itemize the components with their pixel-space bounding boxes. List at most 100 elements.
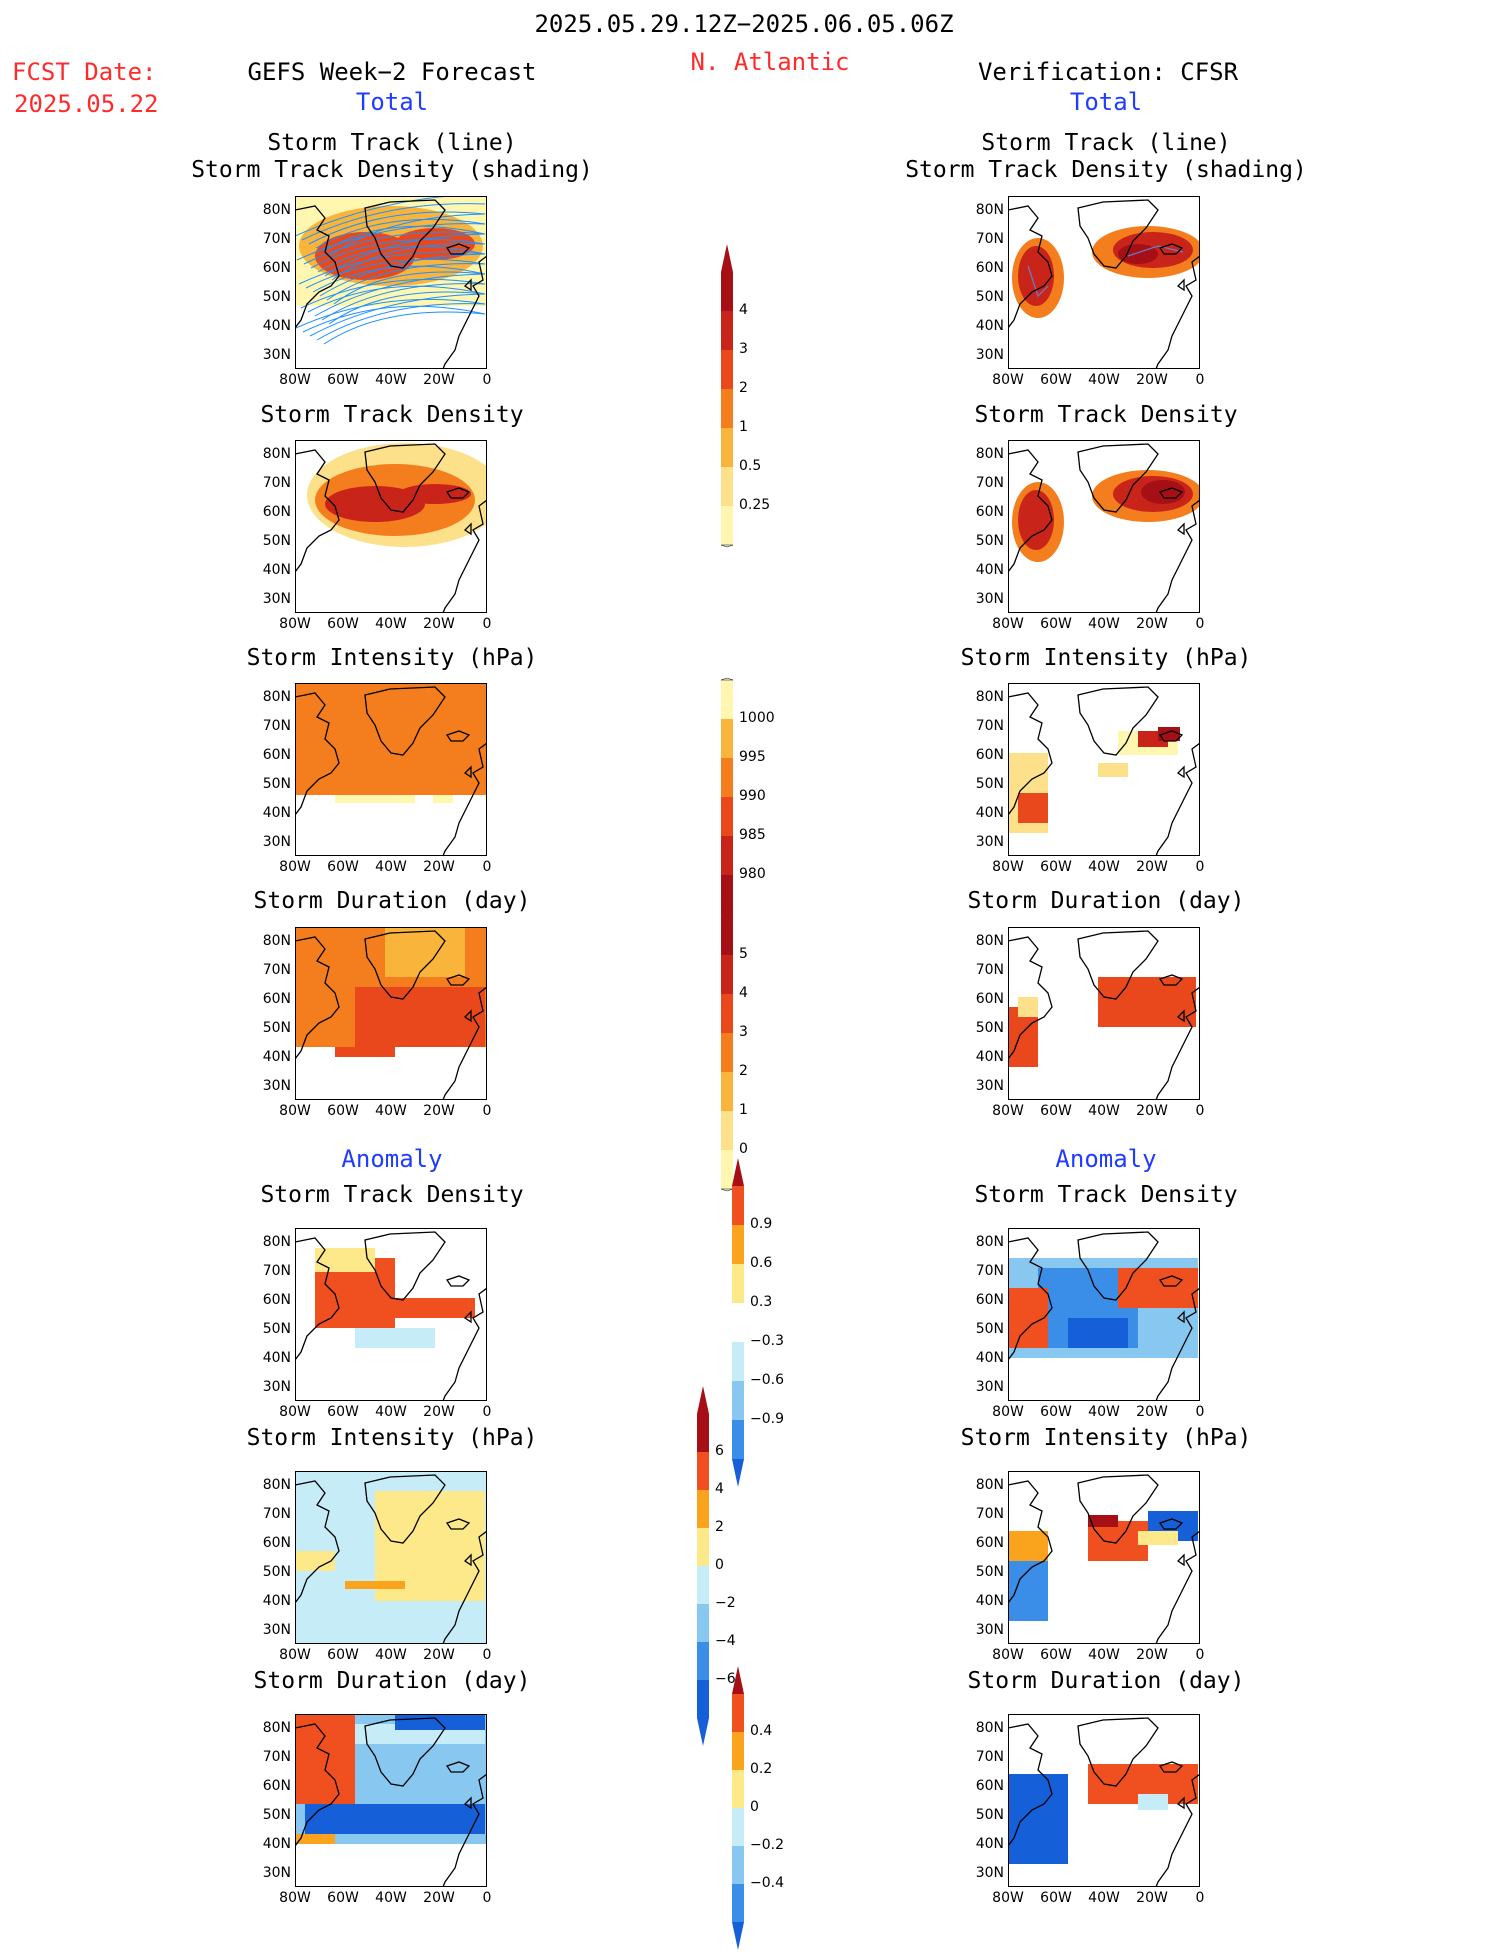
lat-tick-label: 80N [262, 1234, 291, 1250]
lat-tick-label: 70N [262, 1263, 291, 1279]
shading-cell [295, 1834, 335, 1844]
lat-tick-label: 30N [262, 1622, 291, 1638]
title-track-line-right: Storm Track (line) [981, 130, 1231, 156]
colorbar-top-arrow [697, 1386, 709, 1414]
lon-tick-label: 20W [1136, 1647, 1168, 1663]
title-anom-intensity-left: Storm Intensity (hPa) [246, 1425, 538, 1451]
shading-cell [295, 1714, 355, 1804]
coastline [295, 1474, 487, 1644]
lat-tick-label: 60N [262, 504, 291, 520]
map-canvas [295, 440, 487, 613]
colorbar-swatch [721, 758, 733, 797]
map-frame [295, 440, 487, 613]
shading-region [1018, 246, 1054, 306]
title-duration-right: Storm Duration (day) [967, 888, 1245, 914]
colorbar-swatch [732, 1420, 744, 1459]
duration-anom-colorbar-label: 0.2 [750, 1761, 773, 1777]
map-panel [1008, 1471, 1200, 1644]
lon-tick-label: 80W [279, 1404, 311, 1420]
colorbar-swatch [721, 680, 733, 719]
title-density-right: Storm Track Density [974, 402, 1238, 428]
shading-cell [305, 1804, 485, 1834]
shading-cell [1008, 1561, 1048, 1621]
title-intensity-right: Storm Intensity (hPa) [960, 645, 1252, 671]
lon-tick-label: 0 [482, 1647, 492, 1663]
colorbar-bottom-arrow [720, 544, 734, 548]
density-anom-colorbar-label: 0.3 [750, 1294, 773, 1310]
shading-cell [433, 795, 453, 803]
map-panel [1008, 1714, 1200, 1887]
coastline [1008, 1231, 1200, 1401]
lat-tick-label: 60N [975, 991, 1004, 1007]
lat-tick-label: 30N [262, 347, 291, 363]
storm-track-lines [1027, 245, 1184, 298]
lat-tick-label: 40N [262, 1049, 291, 1065]
map-panel [1008, 1228, 1200, 1401]
lon-tick-label: 80W [992, 1404, 1024, 1420]
intensity-total-colorbar-label: 990 [739, 788, 766, 804]
lon-tick-label: 20W [1136, 616, 1168, 632]
lat-tick-label: 40N [262, 1593, 291, 1609]
colorbar-swatch [721, 994, 733, 1033]
coastline [1008, 686, 1200, 856]
intensity-anom-colorbar-label: −2 [715, 1595, 736, 1611]
lat-tick-label: 70N [975, 231, 1004, 247]
colorbar-swatch [697, 1490, 709, 1528]
intensity-total-colorbar-label: 985 [739, 827, 766, 843]
lon-tick-label: 80W [279, 616, 311, 632]
total-label-right: Total [1069, 88, 1143, 116]
lon-tick-label: 40W [375, 1647, 407, 1663]
title-track-density-shading-left: Storm Track Density (shading) [191, 157, 593, 183]
lon-tick-label: 0 [1195, 372, 1205, 388]
intensity-anom-colorbar-label: 4 [715, 1481, 724, 1497]
map-panel [1008, 196, 1200, 369]
map-frame [1008, 440, 1200, 613]
lon-tick-label: 0 [1195, 1647, 1205, 1663]
colorbar-swatch [697, 1528, 709, 1566]
lon-tick-label: 20W [423, 859, 455, 875]
coastline [1008, 1474, 1200, 1644]
lon-tick-label: 0 [482, 1890, 492, 1906]
lon-tick-label: 60W [327, 1103, 359, 1119]
lon-tick-label: 20W [1136, 859, 1168, 875]
fcst-date: 2025.05.22 [14, 90, 159, 118]
lat-tick-label: 30N [262, 834, 291, 850]
lat-tick-label: 60N [262, 1535, 291, 1551]
density-total-colorbar-label: 1 [739, 419, 748, 435]
map-frame [295, 1714, 487, 1887]
lat-tick-label: 40N [975, 1049, 1004, 1065]
intensity-anom-colorbar-label: 6 [715, 1443, 724, 1459]
lat-tick-label: 70N [262, 962, 291, 978]
lat-tick-label: 70N [975, 1506, 1004, 1522]
lat-tick-label: 50N [975, 1020, 1004, 1036]
map-canvas [1008, 683, 1200, 856]
lat-tick-label: 80N [262, 1720, 291, 1736]
lat-tick-label: 70N [975, 1263, 1004, 1279]
lon-tick-label: 0 [1195, 859, 1205, 875]
colorbar-swatch [732, 1846, 744, 1884]
lat-tick-label: 30N [975, 1622, 1004, 1638]
date-range-title: 2025.05.29.12Z−2025.06.05.06Z [534, 10, 954, 38]
shading-cell [295, 683, 487, 795]
lat-tick-label: 50N [262, 1807, 291, 1823]
title-anom-duration-left: Storm Duration (day) [253, 1668, 531, 1694]
lon-tick-label: 0 [1195, 1890, 1205, 1906]
lat-tick-label: 50N [262, 289, 291, 305]
duration-anom-colorbar-label: −0.4 [750, 1875, 784, 1891]
density-anom-colorbar-label: 0.9 [750, 1216, 773, 1232]
title-track-line-left: Storm Track (line) [267, 130, 517, 156]
lat-tick-label: 40N [262, 805, 291, 821]
anomaly-label-right: Anomaly [1055, 1145, 1157, 1173]
density-total-colorbar-label: 2 [739, 380, 748, 396]
lat-tick-label: 80N [975, 1720, 1004, 1736]
intensity-anom-colorbar-label: −6 [715, 1671, 736, 1687]
lon-tick-label: 80W [279, 372, 311, 388]
lat-tick-label: 80N [262, 933, 291, 949]
map-panel [295, 440, 487, 613]
colorbar-swatch [721, 1033, 733, 1072]
lat-tick-label: 70N [262, 475, 291, 491]
lon-tick-label: 60W [1040, 1103, 1072, 1119]
title-intensity-left: Storm Intensity (hPa) [246, 645, 538, 671]
duration-anom-colorbar-label: 0.4 [750, 1723, 773, 1739]
colorbar-swatch [732, 1770, 744, 1808]
